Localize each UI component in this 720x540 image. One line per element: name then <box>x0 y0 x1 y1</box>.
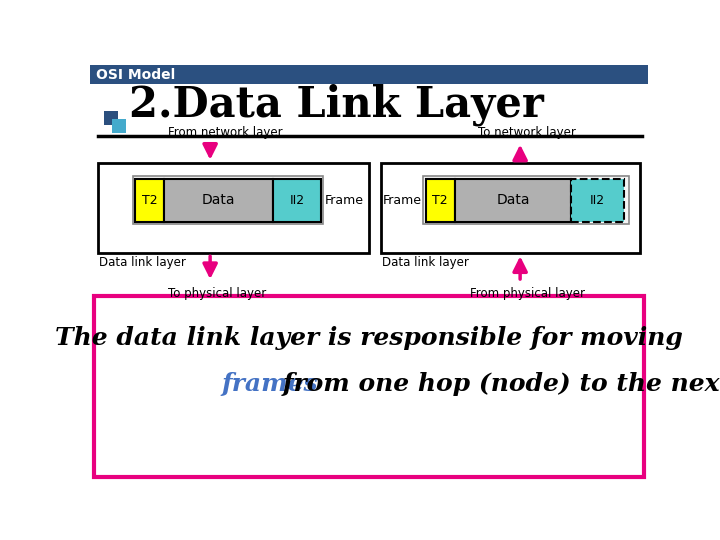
Text: To physical layer: To physical layer <box>168 287 266 300</box>
Bar <box>164 179 273 222</box>
Text: T2: T2 <box>142 194 158 207</box>
Text: OSI Model: OSI Model <box>96 68 176 82</box>
Bar <box>94 296 644 477</box>
Text: II2: II2 <box>590 194 606 207</box>
Bar <box>455 179 571 222</box>
Text: from one hop (node) to the next.: from one hop (node) to the next. <box>274 373 720 396</box>
Bar <box>426 179 455 222</box>
Text: Data: Data <box>202 193 235 207</box>
Text: 2.Data Link Layer: 2.Data Link Layer <box>129 84 544 126</box>
Text: frames: frames <box>222 373 318 396</box>
Text: T2: T2 <box>433 194 448 207</box>
Text: Data link layer: Data link layer <box>382 256 469 269</box>
Bar <box>90 65 648 84</box>
Bar <box>135 179 164 222</box>
Text: To network layer: To network layer <box>477 126 575 139</box>
Bar <box>423 177 629 224</box>
Bar <box>132 177 323 224</box>
Text: Frame: Frame <box>383 194 422 207</box>
Text: Frame: Frame <box>325 194 364 207</box>
Text: Data link layer: Data link layer <box>99 256 186 269</box>
Bar <box>112 119 126 132</box>
Bar <box>571 179 624 222</box>
Bar <box>98 163 369 253</box>
Bar <box>104 111 118 125</box>
Text: Data: Data <box>496 193 530 207</box>
Text: From physical layer: From physical layer <box>469 287 585 300</box>
Bar <box>273 179 321 222</box>
Bar <box>381 163 640 253</box>
Text: From network layer: From network layer <box>168 126 282 139</box>
Text: The data link layer is responsible for moving: The data link layer is responsible for m… <box>55 326 683 350</box>
Text: II2: II2 <box>289 194 305 207</box>
